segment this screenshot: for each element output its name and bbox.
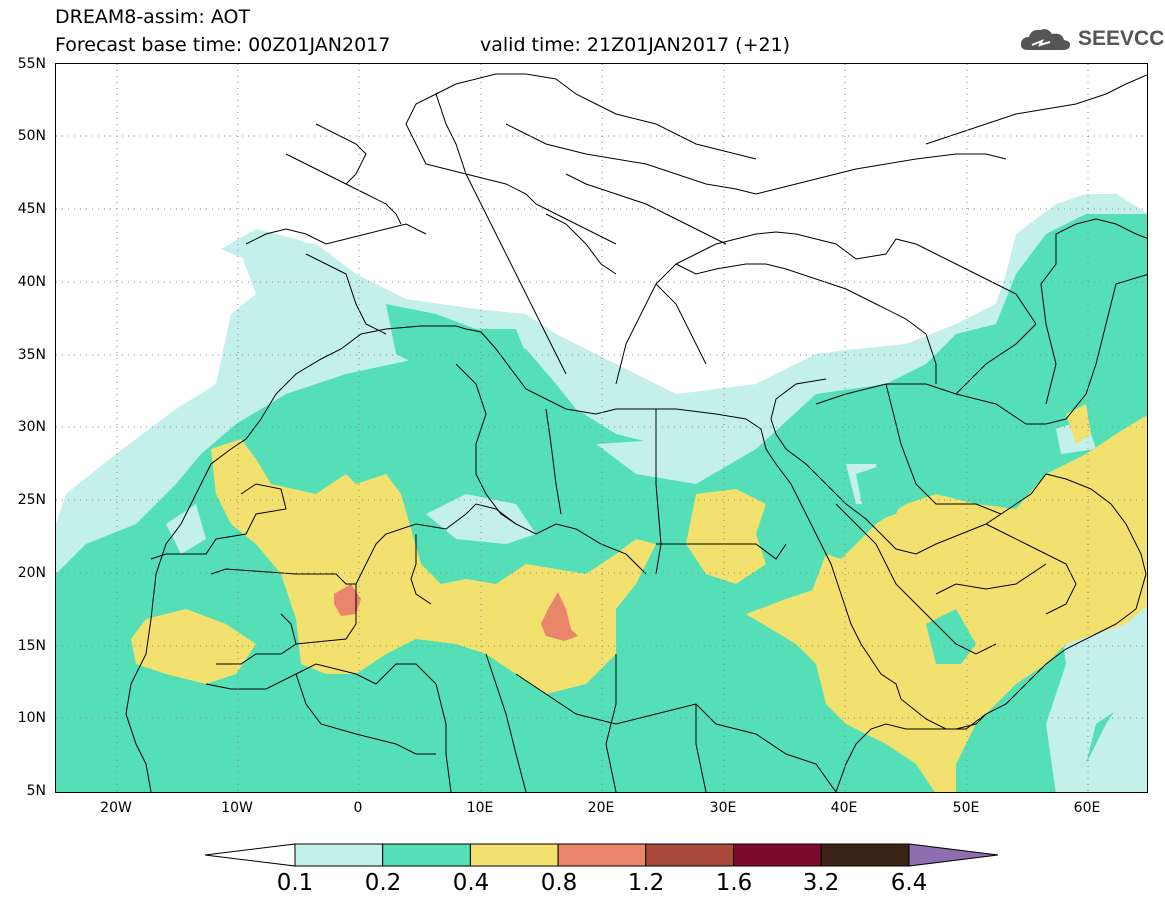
legend-label-0-8: 0.8 [540, 870, 578, 896]
colorbar-box [294, 843, 384, 867]
colorbar-below-arrow [205, 843, 296, 867]
lat-label-20n: 20N [17, 565, 46, 581]
colorbar-boxes [294, 843, 910, 867]
lat-label-15n: 15N [17, 638, 46, 654]
colorbar-box [820, 843, 910, 867]
lon-label-10w: 10W [221, 800, 253, 816]
aot-field-salmon [334, 584, 578, 641]
lat-label-45n: 45N [17, 201, 46, 217]
lon-label-40e: 40E [830, 800, 858, 816]
legend-label-0-4: 0.4 [452, 870, 490, 896]
colorbar-box [557, 843, 647, 867]
aot-field-green-patches [856, 464, 976, 664]
valid-time: valid time: 21Z01JAN2017 (+21) [480, 34, 791, 56]
lon-label-30e: 30E [709, 800, 737, 816]
lat-label-10n: 10N [17, 710, 46, 726]
legend-label-0-1: 0.1 [276, 870, 314, 896]
aot-colorbar [205, 843, 999, 867]
legend-label-0-2: 0.2 [364, 870, 402, 896]
forecast-base-time: Forecast base time: 00Z01JAN2017 [55, 34, 391, 56]
lon-label-0: 0 [353, 800, 363, 816]
colorbar-box [733, 843, 822, 867]
lat-label-40n: 40N [17, 274, 46, 290]
logo-text: SEEVCCC [1078, 27, 1165, 50]
lat-label-30n: 30N [17, 419, 46, 435]
graticule [56, 64, 1147, 792]
map-panel [55, 63, 1148, 793]
coastlines-borders [125, 73, 1147, 792]
lat-label-55n: 55N [17, 56, 46, 72]
legend-label-6-4: 6.4 [890, 870, 928, 896]
seevccc-logo: SEEVCCC [1018, 22, 1165, 56]
lat-label-25n: 25N [17, 492, 46, 508]
lat-label-50n: 50N [17, 128, 46, 144]
colorbar-box [469, 843, 559, 867]
lat-label-5n: 5N [26, 783, 46, 799]
aot-map [56, 64, 1147, 792]
legend-label-3-2: 3.2 [802, 870, 840, 896]
legend-label-1-2: 1.2 [627, 870, 665, 896]
lon-label-60e: 60E [1073, 800, 1101, 816]
colorbar-above-arrow [908, 843, 999, 867]
colorbar-box [645, 843, 734, 867]
colorbar-box [382, 843, 471, 867]
lon-label-20e: 20E [587, 800, 615, 816]
cloud-icon [1020, 29, 1071, 50]
lon-label-20w: 20W [100, 800, 132, 816]
legend-label-1-6: 1.6 [715, 870, 753, 896]
map-title: DREAM8-assim: AOT [55, 6, 251, 28]
lon-label-50e: 50E [952, 800, 980, 816]
lat-label-35n: 35N [17, 347, 46, 363]
lon-label-10e: 10E [466, 800, 494, 816]
